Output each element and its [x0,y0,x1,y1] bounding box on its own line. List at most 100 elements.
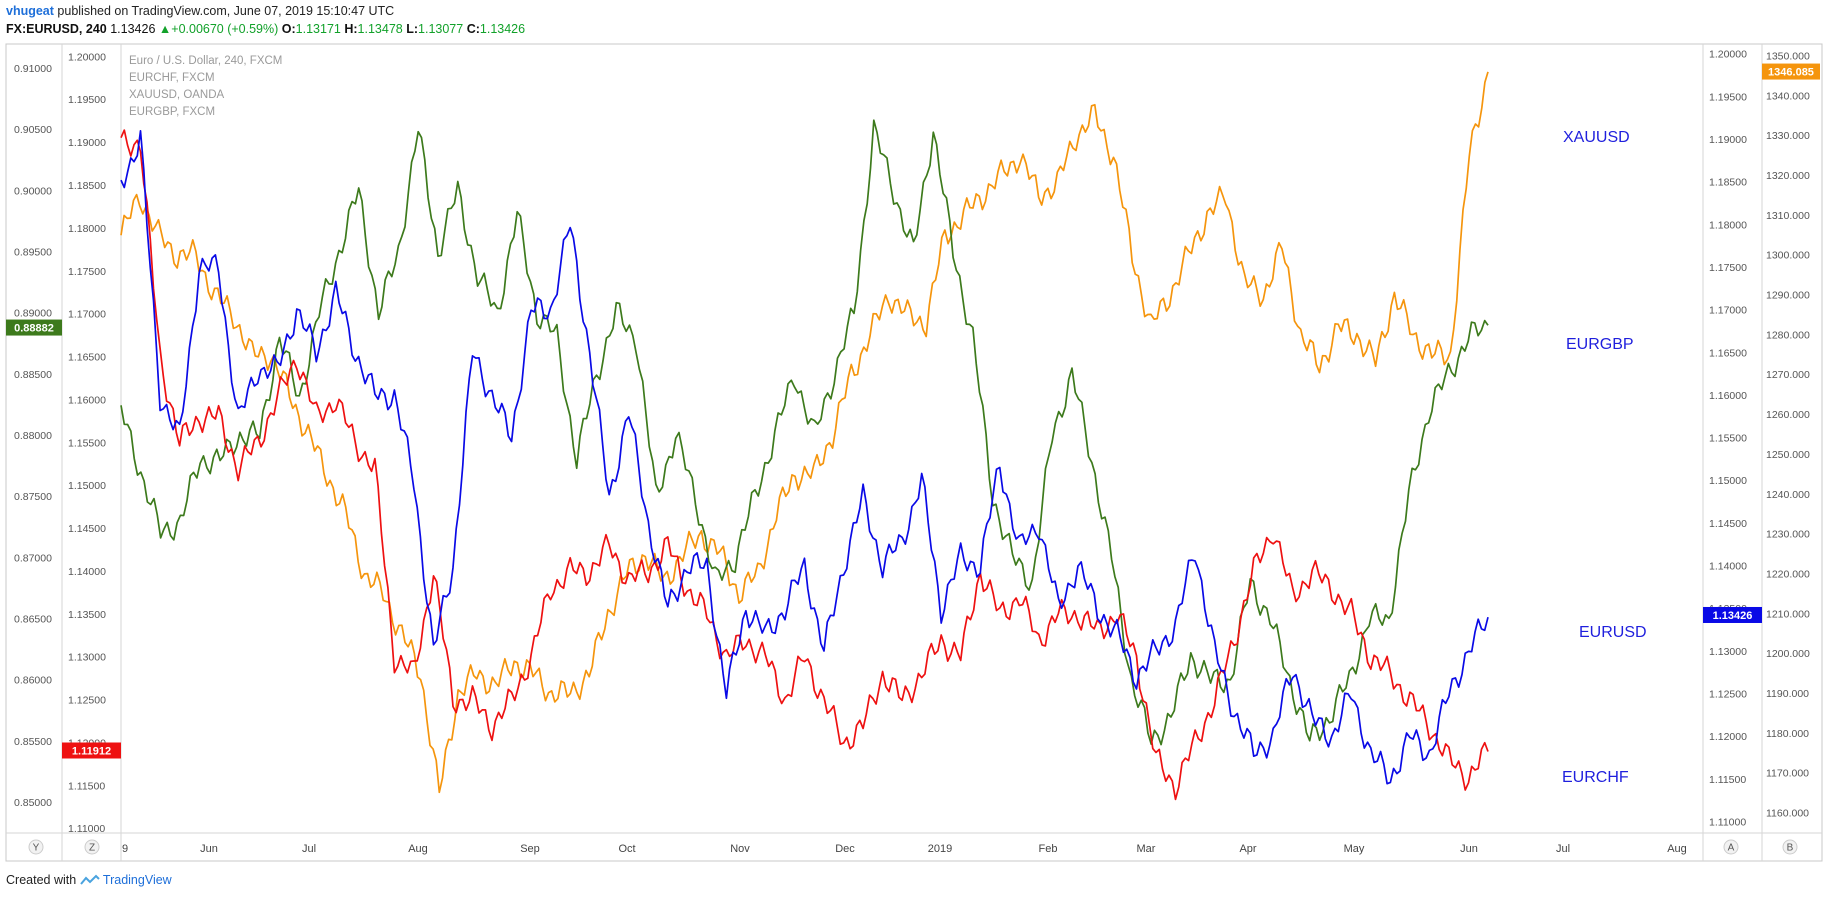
axis-tick-label: 1.14000 [68,566,106,578]
axis-tick-label: 1.16500 [68,352,106,364]
axis-tick-label: 1.15500 [68,437,106,449]
tradingview-link[interactable]: TradingView [102,873,172,887]
svg-text:0.88882: 0.88882 [14,323,54,335]
time-axis-label: Oct [618,843,635,855]
time-axis-label: 9 [122,843,128,855]
svg-text:1346.085: 1346.085 [1768,67,1814,79]
badge-xauusd: 1346.085 [1762,63,1820,80]
axis-button-a[interactable]: A [1723,839,1739,855]
time-axis-label: Mar [1137,843,1156,855]
axis-tick-label: 1.17500 [68,266,106,278]
last-price: 1.13426 [110,22,156,36]
axis-tick-label: 0.89500 [14,246,52,258]
axis-tick-label: 1.16000 [1709,390,1747,402]
axis-tick-label: 0.86500 [14,613,52,625]
axis-tick-label: 1.18500 [1709,177,1747,189]
axis-tick-label: 1260.000 [1766,409,1810,421]
axis-tick-label: 0.85000 [14,797,52,809]
time-axis-label: Jun [200,843,218,855]
axis-tick-label: 0.88000 [14,430,52,442]
axis-tick-label: 1.13000 [1709,646,1747,658]
symbol-label: FX:EURUSD, 240 [6,22,107,36]
time-axis-label: Jun [1460,843,1478,855]
axis-tick-label: 0.91000 [14,63,52,75]
badge-eurgbp: 0.88882 [6,319,62,336]
series-line-eurchf [120,129,1489,801]
axis-tick-label: 1180.000 [1766,728,1809,740]
svg-text:1.13426: 1.13426 [1713,610,1753,622]
symbol-line: FX:EURUSD, 240 1.13426 ▲+0.00670 (+0.59%… [6,22,525,36]
axis-tick-label: 1240.000 [1766,489,1810,501]
time-axis-label: Dec [835,843,855,855]
axis-tick-label: 1300.000 [1766,250,1810,262]
legend-item: Euro / U.S. Dollar, 240, FXCM [129,55,282,67]
axis-tick-label: 1.11500 [68,780,105,792]
legend-item: XAUUSD, OANDA [129,89,225,101]
axis-tick-label: 1.14500 [1709,518,1747,530]
axis-tick-label: 1.20000 [1709,49,1747,61]
up-arrow-icon: ▲ [158,22,172,36]
svg-text:B: B [1787,843,1794,854]
legend-item: EURGBP, FXCM [129,106,215,118]
axis-tick-label: 1.11000 [68,823,105,835]
axis-tick-label: 1210.000 [1766,608,1810,620]
axis-tick-label: 1.12000 [1709,731,1747,743]
time-axis-label: Jul [302,843,316,855]
axis-tick-label: 1160.000 [1766,808,1809,820]
axis-tick-label: 1.11000 [1709,816,1746,828]
axis-tick-label: 1.17000 [68,309,106,321]
axis-tick-label: 0.90000 [14,185,52,197]
axis-button-y[interactable]: Y [28,839,44,855]
time-axis-label: Apr [1239,843,1256,855]
axis-tick-label: 1.14000 [1709,561,1747,573]
annotation-eurusd: EURUSD [1579,624,1647,641]
axis-tick-label: 0.87000 [14,552,52,564]
axis-tick-label: 1350.000 [1766,50,1810,62]
svg-text:Y: Y [33,843,40,854]
axis-tick-label: 1.17500 [1709,262,1747,274]
axis-tick-label: 0.87500 [14,491,52,503]
axis-tick-label: 1.15000 [1709,475,1747,487]
axis-button-z[interactable]: Z [84,839,100,855]
axis-tick-label: 1230.000 [1766,529,1810,541]
price-change: +0.00670 (+0.59%) [171,22,279,36]
axis-tick-label: 1.11500 [1709,774,1746,786]
time-axis-label: Sep [520,843,540,855]
badge-eurchf: 1.11912 [62,742,121,759]
axis-tick-label: 1.16500 [1709,347,1747,359]
axis-tick-label: 1.18000 [1709,219,1747,231]
publish-info: published on TradingView.com, June 07, 2… [53,4,395,18]
axis-button-b[interactable]: B [1782,839,1798,855]
axis-tick-label: 1.15500 [1709,433,1747,445]
axis-tick-label: 1340.000 [1766,90,1810,102]
axis-tick-label: 1.18500 [68,180,106,192]
publish-line: vhugeat published on TradingView.com, Ju… [6,4,394,18]
axis-tick-label: 1310.000 [1766,210,1810,222]
svg-text:A: A [1728,843,1735,854]
axis-tick-label: 1.13000 [68,652,106,664]
chart-legend: Euro / U.S. Dollar, 240, FXCM EURCHF, FX… [129,55,282,118]
axis-tick-label: 1320.000 [1766,170,1810,182]
axis-tick-label: 1250.000 [1766,449,1810,461]
footer: Created with TradingView [6,872,172,887]
axis-tick-label: 1.19500 [68,94,106,106]
axis-tick-label: 1.16000 [68,394,106,406]
ohlc-values: O:1.13171 H:1.13478 L:1.13077 C:1.13426 [281,22,526,36]
series-line-eurgbp [120,119,1489,746]
axis-tick-label: 0.88500 [14,369,52,381]
time-axis-label: May [1344,843,1365,855]
axis-tick-label: 1.12500 [68,695,106,707]
time-axis-label: Aug [1667,843,1687,855]
axis-tick-label: 1.14500 [68,523,106,535]
axis-tick-label: 1280.000 [1766,329,1810,341]
tradingview-logo-icon [79,873,100,887]
axis-tick-label: 1.19000 [1709,134,1747,146]
time-axis-label: Nov [730,843,750,855]
axis-tick-label: 1220.000 [1766,568,1810,580]
axis-tick-label: 1170.000 [1766,768,1809,780]
axis-tick-label: 1.13500 [68,609,106,621]
axis-tick-label: 0.90500 [14,124,52,136]
series-line-xauusd [120,71,1489,794]
author-link[interactable]: vhugeat [6,4,54,18]
